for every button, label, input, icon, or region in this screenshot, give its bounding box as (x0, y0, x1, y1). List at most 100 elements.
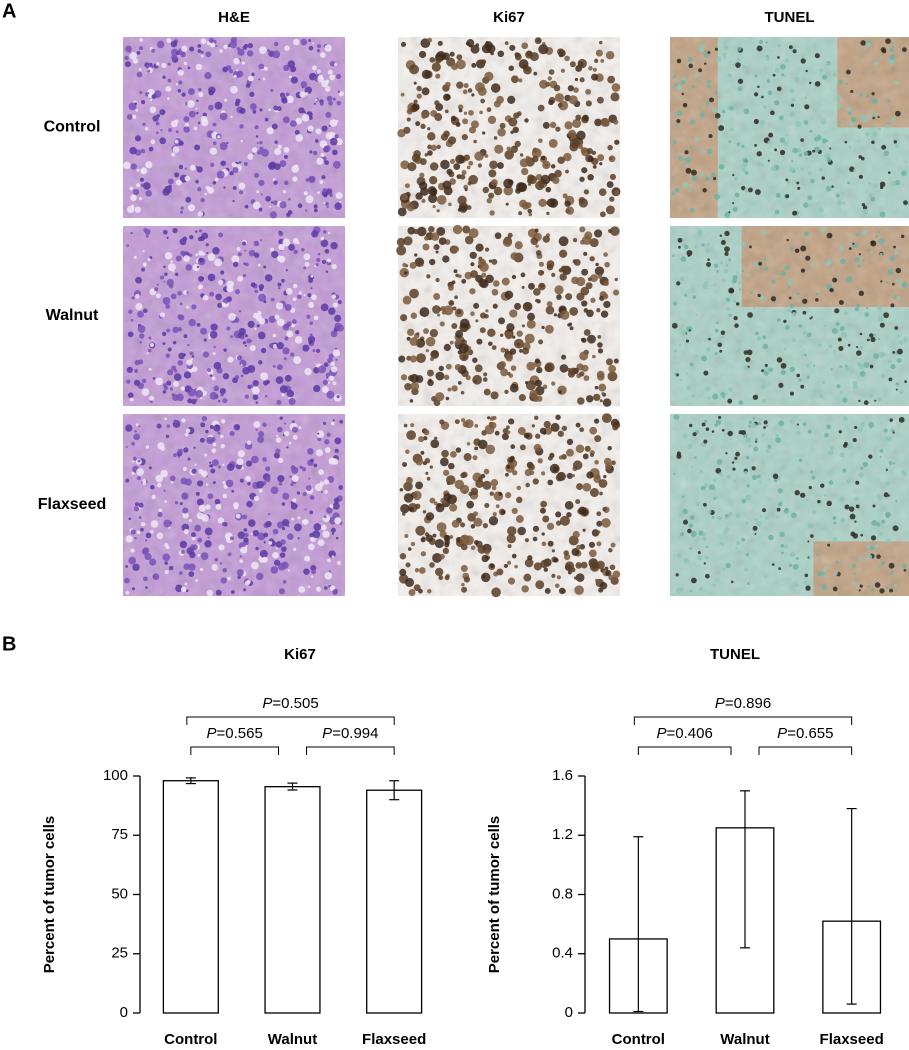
cell (421, 114, 426, 119)
cell (604, 458, 612, 466)
cell (547, 260, 555, 268)
cell (848, 344, 851, 347)
cell (860, 467, 863, 470)
cell (266, 477, 271, 482)
cell (187, 344, 189, 346)
cell (220, 160, 226, 166)
cell (866, 42, 871, 47)
cell (725, 452, 727, 454)
cell (475, 244, 483, 252)
cell (606, 205, 615, 214)
cell (487, 416, 490, 419)
cell (201, 55, 204, 58)
cell (415, 481, 423, 489)
cell (554, 170, 562, 178)
cell (565, 561, 574, 570)
cell (233, 75, 236, 78)
cell (287, 390, 295, 398)
cell (426, 535, 433, 542)
cell (588, 156, 594, 162)
cell (819, 69, 823, 73)
cell (191, 355, 194, 358)
cell (761, 385, 765, 389)
cell (805, 240, 807, 242)
cell (521, 273, 526, 278)
cell (215, 45, 217, 47)
cell (889, 418, 892, 421)
cell (518, 78, 522, 82)
cell (744, 568, 748, 572)
cell (275, 315, 280, 320)
cell (405, 449, 409, 453)
cell (333, 303, 338, 308)
cell (578, 507, 586, 515)
cell (306, 485, 312, 491)
cell (201, 514, 208, 521)
cell (688, 64, 693, 69)
p-text: =0.994 (332, 725, 378, 742)
cell (852, 581, 855, 584)
cell (480, 327, 486, 333)
bar (163, 781, 218, 1013)
cell (227, 281, 234, 288)
micrograph (123, 37, 345, 219)
y-tick-label: 100 (103, 767, 128, 784)
cell (244, 528, 248, 532)
cell (445, 82, 451, 88)
cell (184, 495, 188, 499)
cell (245, 476, 251, 482)
cell (409, 507, 414, 512)
cell (246, 83, 251, 88)
cell (768, 91, 773, 96)
cell (147, 352, 149, 354)
cell (304, 294, 306, 296)
cell (258, 294, 266, 302)
cell (230, 536, 234, 540)
cell (583, 529, 586, 532)
cell (140, 178, 144, 182)
cell (143, 250, 145, 252)
cell (150, 63, 153, 66)
cell (295, 130, 300, 135)
cell (181, 587, 187, 593)
cell (704, 53, 709, 58)
cell (161, 63, 166, 68)
micrograph (396, 225, 620, 407)
cell (309, 46, 314, 51)
cell (146, 533, 152, 539)
cell (551, 574, 555, 578)
cell (185, 167, 187, 169)
cell (716, 57, 722, 63)
cell (674, 414, 680, 420)
cell (339, 201, 341, 203)
cell (164, 417, 167, 420)
cell (775, 68, 780, 73)
cell (333, 161, 341, 169)
cell (299, 91, 305, 97)
cell (692, 295, 696, 299)
cell (337, 395, 340, 398)
cell (176, 83, 178, 85)
cell (452, 306, 456, 310)
cell (496, 96, 504, 104)
cell (719, 472, 723, 476)
cell (874, 400, 876, 402)
cell (489, 210, 494, 215)
cell (135, 360, 140, 365)
cell (534, 444, 542, 452)
cell (335, 323, 342, 330)
cell (456, 309, 461, 314)
cell (239, 124, 243, 128)
cell (758, 418, 761, 421)
cell (131, 319, 134, 322)
cell (881, 561, 885, 565)
cell (178, 449, 183, 454)
cell (439, 419, 444, 424)
cell (754, 92, 758, 96)
cell (401, 42, 406, 47)
cell (860, 534, 863, 537)
cell (133, 457, 137, 461)
cell (747, 312, 753, 318)
cell (552, 549, 555, 552)
cell (564, 201, 570, 207)
